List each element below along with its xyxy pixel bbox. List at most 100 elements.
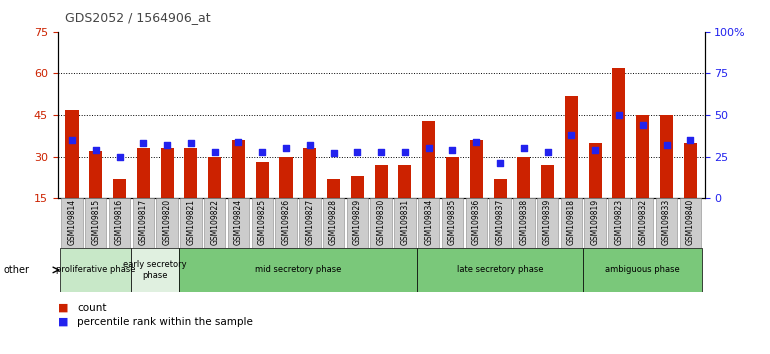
Bar — [351, 176, 364, 198]
Text: count: count — [77, 303, 106, 313]
Point — [303, 142, 316, 148]
Bar — [65, 109, 79, 198]
Bar — [446, 156, 459, 198]
Point — [494, 160, 506, 166]
Text: GSM109820: GSM109820 — [162, 199, 172, 245]
Bar — [608, 198, 630, 248]
Point — [565, 132, 578, 138]
Bar — [156, 198, 178, 248]
Bar — [565, 96, 578, 198]
Point — [399, 149, 411, 154]
Bar — [323, 198, 344, 248]
Text: GSM109828: GSM109828 — [329, 199, 338, 245]
Point — [233, 139, 245, 144]
Bar — [537, 198, 558, 248]
Text: GSM109834: GSM109834 — [424, 199, 434, 245]
Point — [351, 149, 363, 154]
Bar — [422, 121, 435, 198]
Bar — [466, 198, 487, 248]
Text: ■: ■ — [58, 303, 69, 313]
Bar — [494, 179, 507, 198]
Point — [684, 137, 696, 143]
Bar — [299, 198, 320, 248]
Point — [113, 154, 126, 159]
Point — [541, 149, 554, 154]
Point — [256, 149, 269, 154]
Point — [375, 149, 387, 154]
Text: GSM109837: GSM109837 — [496, 199, 504, 245]
Text: GSM109840: GSM109840 — [686, 199, 695, 245]
Text: GSM109835: GSM109835 — [448, 199, 457, 245]
Bar — [161, 148, 174, 198]
Bar — [346, 198, 368, 248]
Bar — [252, 198, 273, 248]
Bar — [584, 248, 702, 292]
Text: GSM109827: GSM109827 — [306, 199, 314, 245]
Point — [66, 137, 79, 143]
Bar — [684, 143, 697, 198]
Bar — [256, 162, 269, 198]
Bar — [660, 115, 673, 198]
Bar — [180, 198, 202, 248]
Point — [661, 142, 673, 148]
Point — [517, 145, 530, 151]
Bar — [656, 198, 677, 248]
Text: GDS2052 / 1564906_at: GDS2052 / 1564906_at — [65, 11, 211, 24]
Bar — [517, 156, 531, 198]
Bar — [184, 148, 197, 198]
Text: GSM109816: GSM109816 — [115, 199, 124, 245]
Bar — [442, 198, 464, 248]
Bar — [398, 165, 411, 198]
Bar — [303, 148, 316, 198]
Bar — [612, 68, 625, 198]
Bar — [228, 198, 249, 248]
Text: ■: ■ — [58, 317, 69, 327]
Bar — [232, 140, 245, 198]
Text: proliferative phase: proliferative phase — [56, 266, 136, 274]
Text: GSM109831: GSM109831 — [400, 199, 410, 245]
Point — [447, 147, 459, 153]
Text: GSM109838: GSM109838 — [519, 199, 528, 245]
Bar — [470, 140, 483, 198]
Bar — [680, 198, 701, 248]
Point — [327, 150, 340, 156]
Bar — [588, 143, 601, 198]
Text: mid secretory phase: mid secretory phase — [255, 266, 341, 274]
Bar — [208, 156, 221, 198]
Bar — [132, 198, 154, 248]
Point — [637, 122, 649, 128]
Text: late secretory phase: late secretory phase — [457, 266, 544, 274]
Text: GSM109821: GSM109821 — [186, 199, 196, 245]
Bar — [85, 198, 106, 248]
Point — [423, 145, 435, 151]
Text: GSM109832: GSM109832 — [638, 199, 648, 245]
Bar — [179, 248, 417, 292]
Point — [280, 145, 292, 151]
Bar — [418, 198, 440, 248]
Text: GSM109823: GSM109823 — [614, 199, 624, 245]
Bar — [204, 198, 226, 248]
Text: GSM109815: GSM109815 — [92, 199, 100, 245]
Bar — [513, 198, 534, 248]
Point — [89, 147, 102, 153]
Point — [161, 142, 173, 148]
Bar — [490, 198, 511, 248]
Bar — [113, 179, 126, 198]
Bar — [370, 198, 392, 248]
Bar — [375, 165, 387, 198]
Text: other: other — [4, 265, 30, 275]
Bar — [132, 248, 179, 292]
Text: GSM109836: GSM109836 — [472, 199, 480, 245]
Point — [137, 141, 149, 146]
Point — [470, 139, 483, 144]
Text: GSM109822: GSM109822 — [210, 199, 219, 245]
Text: GSM109817: GSM109817 — [139, 199, 148, 245]
Point — [589, 147, 601, 153]
Bar — [280, 156, 293, 198]
Bar — [60, 248, 132, 292]
Text: ambiguous phase: ambiguous phase — [605, 266, 680, 274]
Text: GSM109839: GSM109839 — [543, 199, 552, 245]
Text: GSM109829: GSM109829 — [353, 199, 362, 245]
Text: GSM109826: GSM109826 — [282, 199, 290, 245]
Text: GSM109830: GSM109830 — [377, 199, 386, 245]
